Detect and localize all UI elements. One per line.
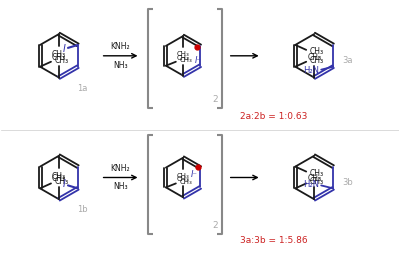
- Text: 3a: 3a: [342, 56, 352, 65]
- Text: 2: 2: [212, 221, 218, 230]
- Text: CH₃: CH₃: [177, 55, 190, 61]
- Text: H₂N: H₂N: [303, 180, 319, 189]
- Text: CH₃: CH₃: [310, 169, 324, 178]
- Text: CH₃: CH₃: [52, 50, 66, 59]
- Text: 1a: 1a: [77, 84, 87, 92]
- Text: CH₃: CH₃: [310, 47, 324, 56]
- Text: CH₃: CH₃: [177, 173, 190, 179]
- Text: 1b: 1b: [77, 205, 88, 214]
- Text: CH₃: CH₃: [55, 177, 69, 186]
- Text: NH₃: NH₃: [113, 61, 128, 70]
- Text: 3b: 3b: [342, 178, 353, 187]
- Text: CH₃: CH₃: [180, 57, 192, 63]
- Text: CH₃: CH₃: [307, 174, 321, 183]
- Text: CH₃: CH₃: [310, 177, 324, 186]
- Text: I⁻: I⁻: [190, 170, 197, 180]
- Text: CH₃: CH₃: [307, 53, 321, 62]
- Text: KNH₂: KNH₂: [111, 42, 130, 51]
- Text: NH₃: NH₃: [113, 182, 128, 191]
- Text: CH₃: CH₃: [177, 176, 190, 182]
- Text: CH₃: CH₃: [310, 56, 324, 65]
- Text: I⁻: I⁻: [195, 56, 202, 65]
- Text: 2a:2b = 1:0.63: 2a:2b = 1:0.63: [240, 112, 307, 121]
- Text: I: I: [63, 44, 66, 54]
- Text: CH₃: CH₃: [177, 51, 190, 57]
- Text: CH₃: CH₃: [55, 56, 69, 65]
- Text: H₂N: H₂N: [303, 66, 319, 75]
- Text: CH₃: CH₃: [52, 174, 66, 183]
- Text: CH₃: CH₃: [52, 171, 66, 181]
- Text: I: I: [63, 179, 66, 189]
- Text: CH₃: CH₃: [180, 179, 192, 185]
- Text: CH₃: CH₃: [52, 53, 66, 62]
- Text: 2: 2: [212, 95, 218, 104]
- Text: 3a:3b = 1:5.86: 3a:3b = 1:5.86: [240, 236, 307, 245]
- Text: KNH₂: KNH₂: [111, 164, 130, 173]
